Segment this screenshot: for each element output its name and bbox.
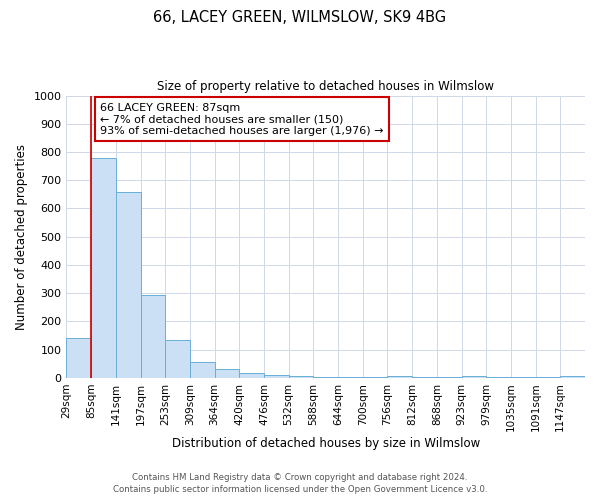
- X-axis label: Distribution of detached houses by size in Wilmslow: Distribution of detached houses by size …: [172, 437, 480, 450]
- Bar: [67, 338, 91, 378]
- Bar: [116, 192, 140, 378]
- Y-axis label: Number of detached properties: Number of detached properties: [15, 144, 28, 330]
- Bar: [363, 377, 388, 378]
- Bar: [437, 377, 461, 378]
- Text: 66 LACEY GREEN: 87sqm
← 7% of detached houses are smaller (150)
93% of semi-deta: 66 LACEY GREEN: 87sqm ← 7% of detached h…: [100, 102, 383, 136]
- Bar: [140, 294, 165, 378]
- Bar: [91, 158, 116, 378]
- Bar: [289, 376, 313, 378]
- Text: Contains public sector information licensed under the Open Government Licence v3: Contains public sector information licen…: [113, 484, 487, 494]
- Bar: [338, 377, 363, 378]
- Bar: [313, 377, 338, 378]
- Bar: [486, 377, 511, 378]
- Bar: [239, 373, 264, 378]
- Bar: [412, 377, 437, 378]
- Bar: [560, 376, 585, 378]
- Title: Size of property relative to detached houses in Wilmslow: Size of property relative to detached ho…: [157, 80, 494, 93]
- Bar: [388, 376, 412, 378]
- Bar: [461, 376, 486, 378]
- Bar: [536, 377, 560, 378]
- Text: Contains HM Land Registry data © Crown copyright and database right 2024.: Contains HM Land Registry data © Crown c…: [132, 474, 468, 482]
- Bar: [190, 362, 215, 378]
- Bar: [165, 340, 190, 378]
- Bar: [264, 375, 289, 378]
- Bar: [215, 369, 239, 378]
- Bar: [511, 377, 536, 378]
- Text: 66, LACEY GREEN, WILMSLOW, SK9 4BG: 66, LACEY GREEN, WILMSLOW, SK9 4BG: [154, 10, 446, 25]
